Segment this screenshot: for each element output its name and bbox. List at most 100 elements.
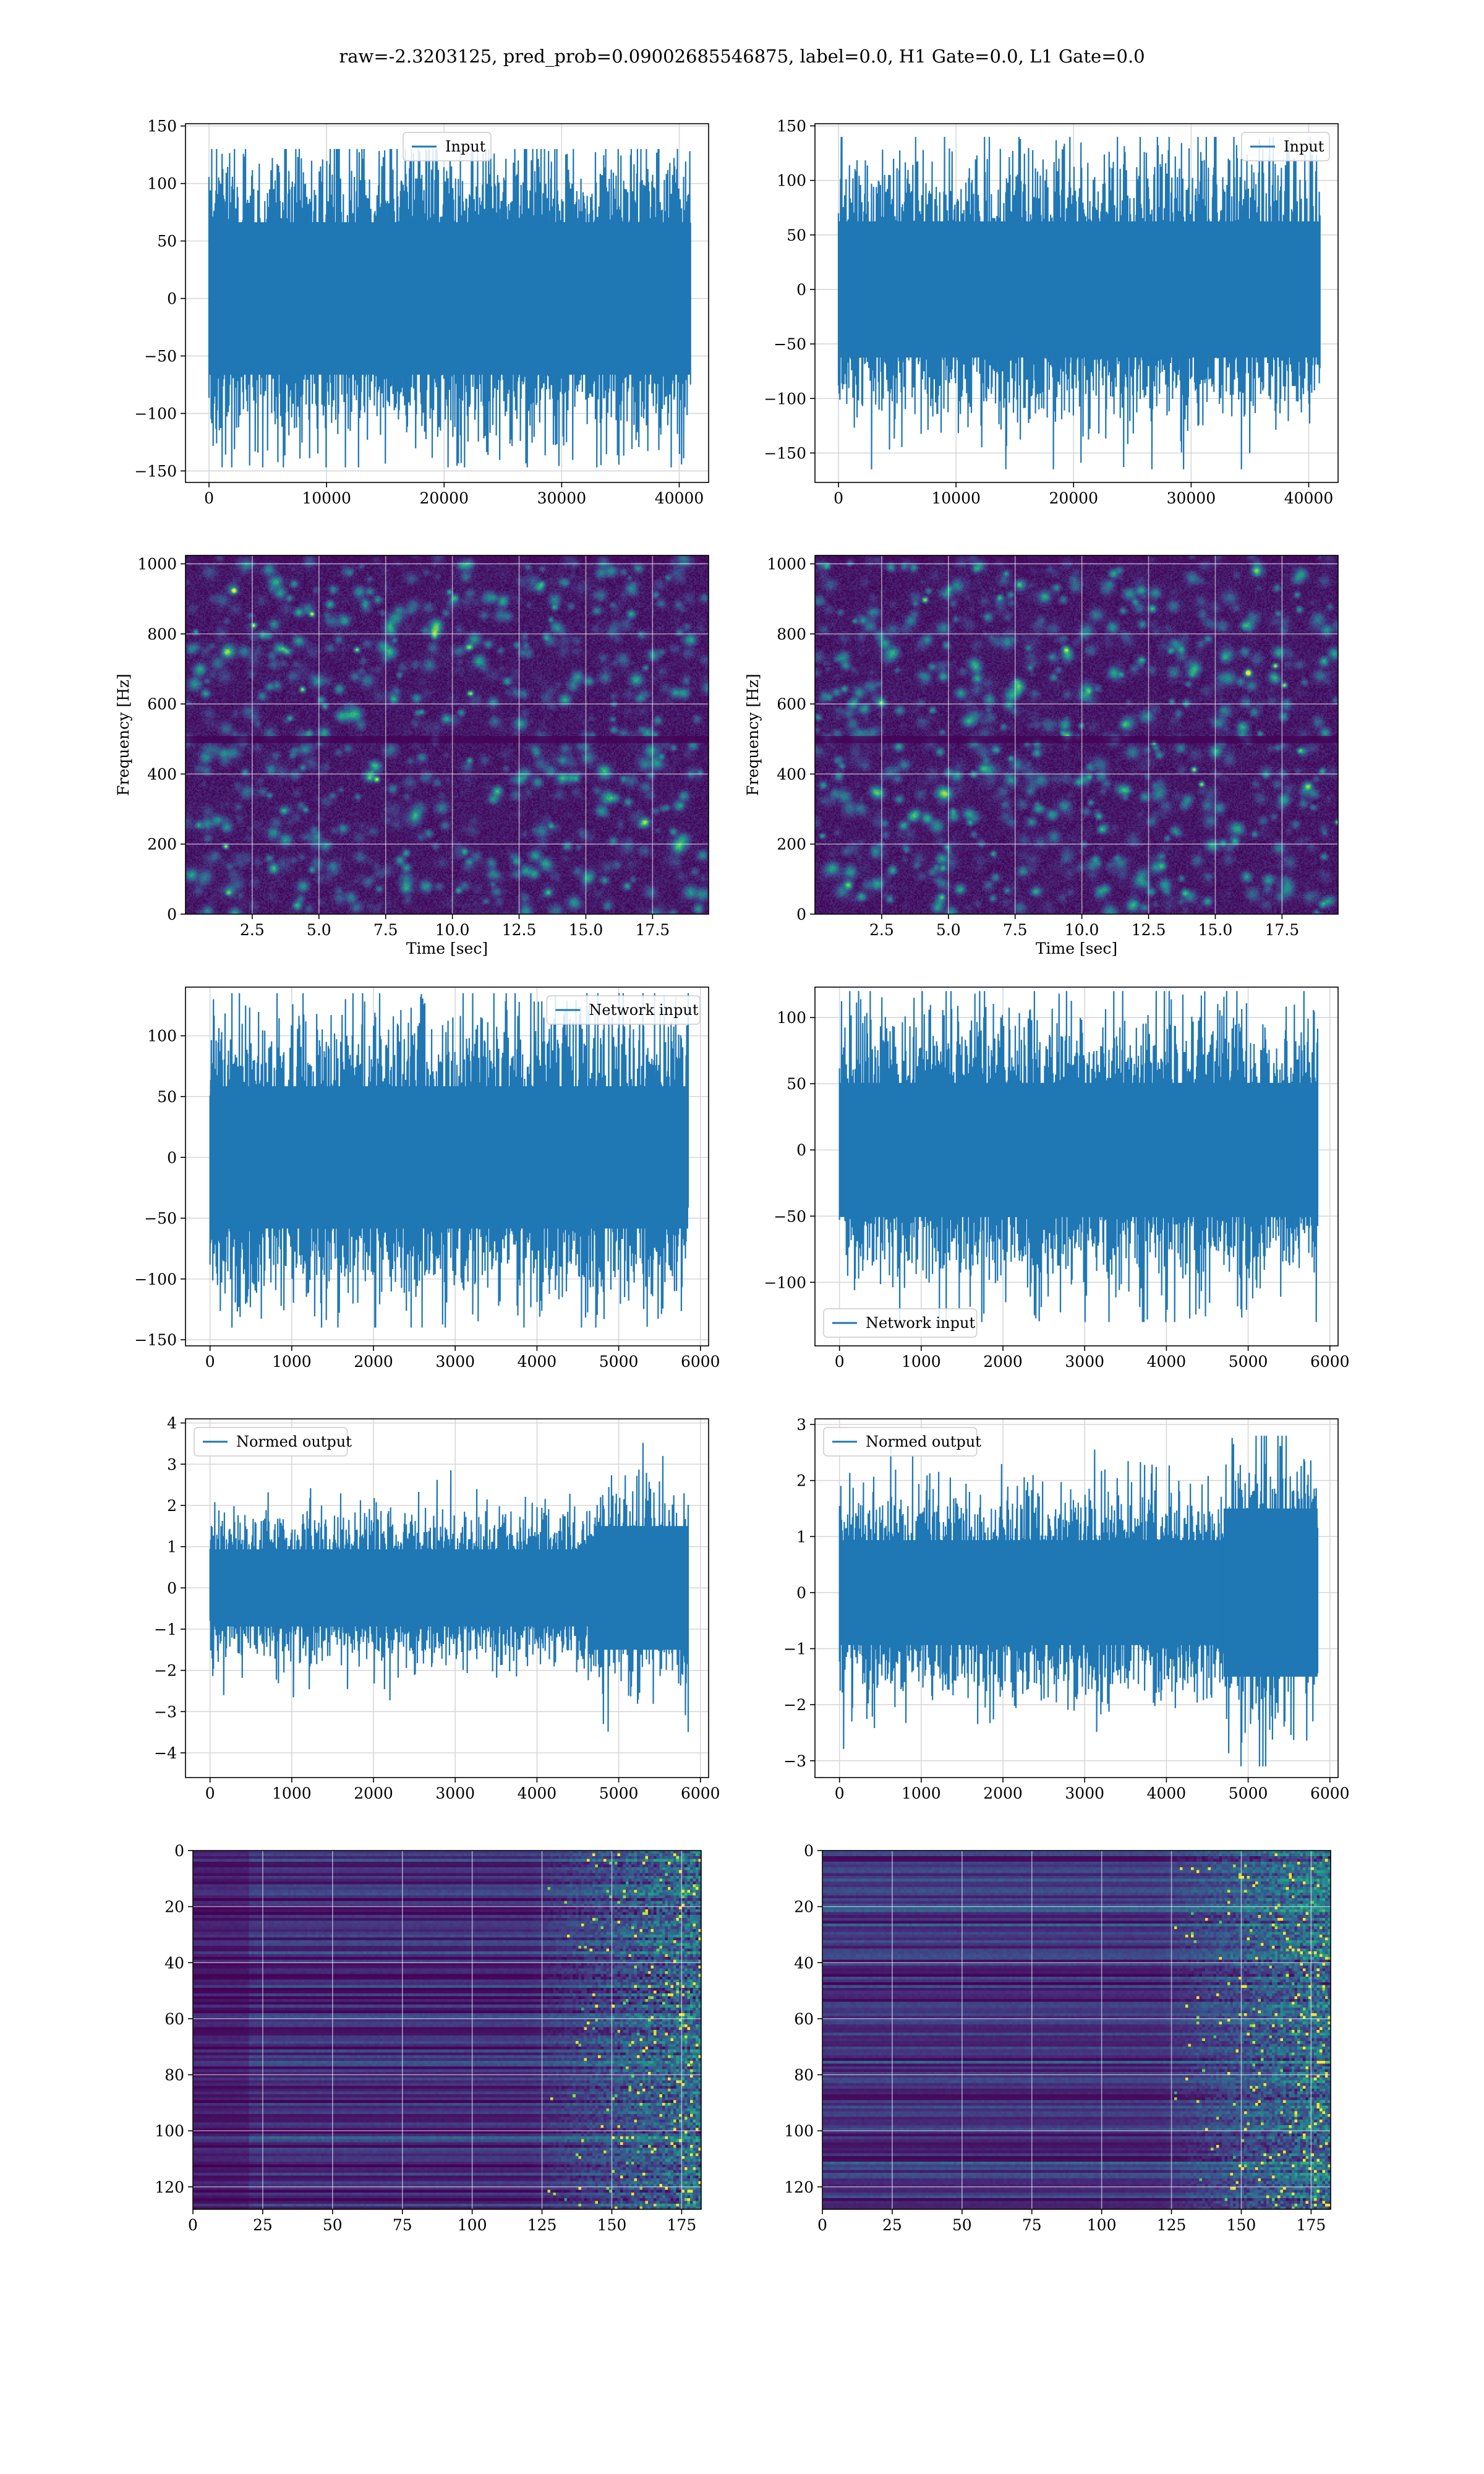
heatmap-image-spectrogram-l1 [815,555,1338,914]
series-core-network-input-l1 [839,1082,1318,1217]
x-tick-label: 20000 [1049,489,1098,507]
x-tick-label: 10000 [302,489,351,507]
x-tick-label: 7.5 [1003,921,1028,939]
y-tick-label: 50 [157,233,177,250]
y-tick-label: 0 [796,1141,806,1159]
y-tick-label: 50 [787,226,806,244]
x-tick-label: 2000 [983,1353,1023,1371]
y-tick-label: −1 [154,1620,177,1638]
chart-feature-map-h1: 0 25 50 75 100 125 150 175 0 20 40 60 80 100 120 [155,1842,702,2234]
x-tick-label: 5000 [1229,1353,1268,1371]
plot-area-input-h1 [208,148,691,468]
x-tick-label: 2000 [983,1784,1023,1802]
legend-label: Normed output [866,1433,981,1450]
x-tick-label: 40000 [655,489,704,507]
legend-label: Input [445,138,486,155]
plot-area-normed-output-l1 [838,1436,1319,1766]
y-tick-label: −100 [134,404,177,422]
x-tick-label: 0 [835,1353,845,1371]
y-tick-label: 150 [777,118,806,135]
legend-network-input-l1: Network input [823,1308,978,1338]
x-tick-label: 15.0 [1198,921,1233,939]
x-tick-label: 25 [882,2216,902,2234]
chart-spectrogram-l1: 2.5 5.0 7.5 10.0 12.5 15.0 17.5 0 200 400 600 800 10… [744,555,1339,957]
x-tick-label: 175 [1297,2216,1326,2234]
chart-input-h1: 0 10000 20000 30000 40000 −150 −100 −50 0 50 100 15… [134,118,709,507]
x-tick-label: 6000 [1310,1784,1350,1802]
axes-frame [185,987,709,1346]
x-tick-label: 5000 [599,1353,639,1371]
series-burst-normed-output-h1 [594,1526,688,1650]
x-tick-label: 0 [204,489,214,507]
legend-label: Network input [589,1001,698,1019]
x-tick-label: 1000 [272,1353,312,1371]
x-axis-label: Time [sec] [406,940,488,957]
x-tick-label: 7.5 [373,921,398,939]
y-tick-label: −4 [154,1744,177,1762]
x-tick-label: 3000 [1065,1353,1104,1371]
x-tick-label: 3000 [435,1353,475,1371]
axes-frame [185,123,709,483]
legend-input-l1: Input [1241,132,1330,161]
x-tick-label: 2.5 [869,921,894,939]
x-tick-label: 17.5 [1265,921,1300,939]
series-core-input-l1 [838,221,1320,357]
y-tick-label: 1 [167,1538,177,1556]
grid-spectrogram-h1 [186,555,709,914]
y-axis-label: Frequency [Hz] [744,674,762,796]
x-tick-label: 40000 [1284,489,1334,507]
y-tick-label: 120 [784,2178,814,2196]
legend-box [823,1427,978,1457]
x-tick-label: 4000 [518,1784,557,1802]
legend-box [403,132,492,161]
y-tick-label: −2 [154,1662,177,1680]
x-tick-label: 30000 [537,489,587,507]
x-tick-label: 5000 [1229,1784,1268,1802]
legend-label: Input [1284,138,1324,155]
y-tick-label: 100 [777,172,806,190]
y-tick-label: −50 [144,348,177,366]
y-tick-label: 80 [164,2066,184,2084]
x-tick-label: 30000 [1167,489,1216,507]
x-tick-label: 5000 [599,1784,639,1802]
x-tick-label: 6000 [1310,1353,1350,1371]
y-tick-label: 400 [777,765,806,783]
legend-input-h1: Input [403,132,492,161]
y-tick-label: 50 [787,1075,806,1093]
y-tick-label: −100 [134,1270,177,1288]
x-tick-label: 100 [1087,2216,1117,2234]
heatmap-image-feature-map-h1 [193,1851,701,2209]
heatmap-image-feature-map-l1 [822,1851,1331,2209]
chart-input-l1: 0 10000 20000 30000 40000 −150 −100 −50 0 50 100 15… [764,118,1339,507]
y-tick-label: 200 [147,836,177,854]
y-tick-label: 0 [167,905,177,923]
chart-normed-output-h1: 0 1000 2000 3000 4000 5000 6000 −4 −3 −2 −1 0 1 2 3 4 No… [154,1415,720,1802]
plot-area-network-input-h1 [209,993,689,1328]
y-tick-label: 800 [777,625,806,643]
y-tick-label: 100 [147,1027,177,1045]
axes-frame [822,1850,1331,2210]
series-burst-normed-output-l1 [1223,1509,1318,1677]
y-tick-label: 0 [796,1584,806,1602]
x-tick-label: 0 [835,1784,845,1802]
x-tick-label: 150 [1227,2216,1256,2234]
x-tick-label: 17.5 [636,921,670,939]
legend-box [546,995,701,1025]
x-tick-label: 2.5 [240,921,265,939]
y-tick-label: 40 [164,1954,184,1972]
y-tick-label: 600 [777,695,806,713]
y-tick-label: 1000 [767,555,806,573]
y-tick-label: 100 [777,1009,806,1027]
y-tick-label: 60 [164,2010,184,2028]
axes-frame [192,1850,702,2210]
x-tick-label: 6000 [681,1784,720,1802]
y-tick-label: −150 [134,462,177,480]
axes-frame [814,123,1339,483]
chart-spectrogram-h1: 2.5 5.0 7.5 10.0 12.5 15.0 17.5 0 200 400 600 800 10… [114,555,709,957]
x-tick-label: 10.0 [435,921,470,939]
y-tick-label: 100 [784,2122,814,2140]
x-axis-label: Time [sec] [1036,940,1117,957]
series-core-network-input-h1 [210,1086,688,1229]
x-tick-label: 4000 [1147,1784,1187,1802]
